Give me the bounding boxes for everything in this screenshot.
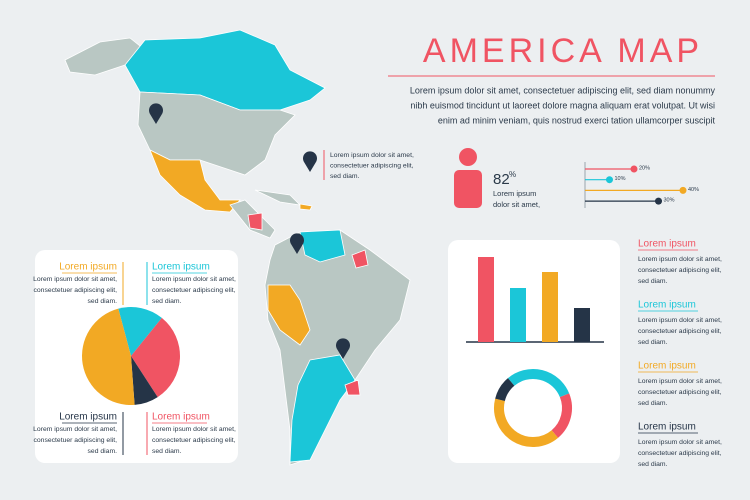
note-line-text: consectetuer adipiscing elit,	[34, 287, 118, 294]
bar	[478, 257, 494, 342]
pin	[149, 103, 164, 124]
legend-text: Lorem ipsum dolor sit amet,	[638, 378, 722, 385]
value-label: 20%	[639, 165, 650, 171]
map-note-line: consectetuer adipiscing elit,	[330, 162, 414, 169]
value-label: 30%	[664, 198, 675, 204]
argentina	[289, 354, 356, 463]
note-line-text: Lorem ipsum dolor sit amet,	[33, 426, 117, 433]
bar	[574, 308, 590, 342]
legend-text: consectetuer adipiscing elit,	[638, 450, 722, 457]
stat-value: 82	[493, 171, 510, 188]
lollipop-dot	[630, 165, 638, 173]
venezuela	[299, 229, 346, 263]
lollipop-dot	[606, 176, 613, 184]
bar	[510, 288, 526, 342]
nicaragua	[247, 212, 263, 231]
intro-line: nibh euismod tincidunt ut laoreet dolore…	[410, 100, 715, 110]
intro-line: Lorem ipsum dolor sit amet, consectetuer…	[410, 85, 716, 95]
note-title: Lorem ipsum	[152, 262, 210, 273]
note-line-text: Lorem ipsum dolor sit amet,	[33, 276, 117, 283]
stat-text: dolor sit amet,	[493, 200, 540, 209]
person-head	[459, 148, 477, 166]
legend-text: Lorem ipsum dolor sit amet,	[638, 439, 722, 446]
stat-unit: %	[509, 170, 516, 179]
legend-text: consectetuer adipiscing elit,	[638, 267, 722, 274]
donut-segment	[494, 398, 559, 447]
pie-slice	[131, 356, 158, 405]
note-title: Lorem ipsum	[59, 262, 117, 273]
note-line-text: Lorem ipsum dolor sit amet,	[152, 426, 236, 433]
person-body	[454, 170, 482, 208]
legend-title: Lorem ipsum	[638, 239, 696, 250]
legend-title: Lorem ipsum	[638, 361, 696, 372]
pie-slice	[118, 307, 162, 356]
legend-title: Lorem ipsum	[638, 422, 696, 433]
legend-text: sed diam.	[638, 278, 668, 285]
legend-text: Lorem ipsum dolor sit amet,	[638, 256, 722, 263]
chart-panel	[448, 240, 620, 463]
note-line-text: consectetuer adipiscing elit,	[152, 287, 236, 294]
legend-text: sed diam.	[638, 461, 668, 468]
value-label: 40%	[688, 187, 699, 193]
donut-segment	[495, 378, 515, 402]
map-note-line: Lorem ipsum dolor sit amet,	[330, 152, 414, 159]
note-line-text: sed diam.	[88, 298, 118, 305]
uruguay	[344, 379, 361, 396]
note-line-text: Lorem ipsum dolor sit amet,	[152, 276, 236, 283]
legend-text: consectetuer adipiscing elit,	[638, 389, 722, 396]
legend-title: Lorem ipsum	[638, 300, 696, 311]
pin	[290, 233, 305, 254]
mexico	[149, 149, 241, 213]
donut-segment	[551, 393, 572, 438]
pin	[303, 151, 317, 172]
map	[64, 29, 411, 466]
legend-text: sed diam.	[638, 339, 668, 346]
pin	[336, 338, 350, 359]
guyana	[351, 249, 369, 269]
pie-slice	[82, 308, 135, 405]
value-label: 10%	[615, 176, 626, 182]
note-title: Lorem ipsum	[152, 412, 210, 423]
pie-slice	[131, 317, 180, 398]
donut-segment	[507, 369, 570, 398]
map-note-line: sed diam.	[330, 173, 360, 180]
lollipop-dot	[655, 197, 662, 205]
island	[299, 203, 313, 211]
pins	[149, 103, 350, 359]
cuba	[254, 189, 302, 206]
legend-text: Lorem ipsum dolor sit amet,	[638, 317, 722, 324]
title: AMERICA MAP	[423, 32, 703, 70]
intro-line: enim ad minim veniam, quis nostrud exerc…	[438, 115, 716, 125]
note-line-text: consectetuer adipiscing elit,	[152, 437, 236, 444]
legend-text: consectetuer adipiscing elit,	[638, 328, 722, 335]
note-line-text: consectetuer adipiscing elit,	[34, 437, 118, 444]
note-line-text: sed diam.	[152, 448, 182, 455]
legend-text: sed diam.	[638, 400, 668, 407]
peru	[267, 284, 311, 346]
note-line-text: sed diam.	[152, 298, 182, 305]
stat-text: Lorem ipsum	[493, 189, 536, 198]
bar	[542, 272, 558, 342]
note-line-text: sed diam.	[88, 448, 118, 455]
note-title: Lorem ipsum	[59, 412, 117, 423]
lollipop-dot	[679, 186, 687, 194]
